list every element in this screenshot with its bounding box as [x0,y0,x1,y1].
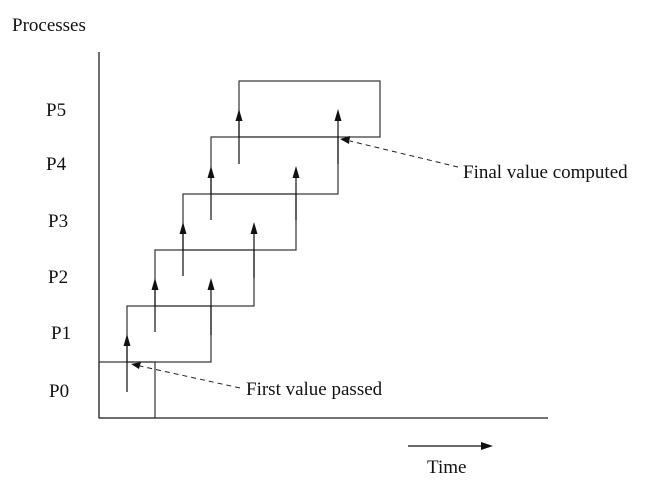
process-label-p3: P3 [48,211,69,232]
process-label-p1: P1 [51,323,72,344]
message-arrows [123,109,342,392]
process-label-p5: P5 [46,100,67,121]
message-arrow-head-6 [250,222,258,234]
final-value-annotation: Final value computed [463,162,628,183]
final-value-leader-head [340,136,350,144]
message-arrow-head-0 [123,334,131,346]
block-p2 [154,249,255,307]
time-arrow-head [481,442,493,450]
process-label-p4: P4 [46,154,67,175]
block-p4 [210,136,339,195]
message-arrow-head-2 [179,222,187,234]
y-axis-title: Processes [12,15,86,36]
first-value-leader [139,365,241,389]
message-arrow-head-4 [235,109,243,121]
final-value-leader [349,140,459,168]
x-axis-title: Time [427,457,467,478]
block-p5 [238,80,381,138]
block-p3 [182,193,297,251]
message-arrow-head-8 [334,109,342,121]
process-label-p2: P2 [48,267,69,288]
first-value-annotation: First value passed [246,379,383,400]
message-arrow-head-5 [207,278,215,290]
message-arrow-head-7 [292,166,300,178]
message-arrow-head-3 [207,166,215,178]
process-label-p0: P0 [49,381,70,402]
block-p1 [126,305,212,363]
first-value-leader-head [131,362,141,369]
message-arrow-head-1 [151,278,159,290]
